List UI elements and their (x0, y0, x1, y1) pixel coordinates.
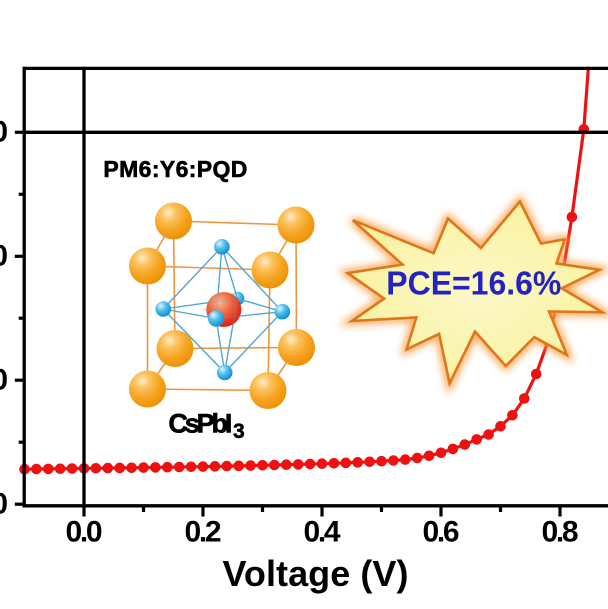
svg-text:Voltage (V): Voltage (V) (223, 553, 409, 594)
svg-text:CsPbI: CsPbI (168, 409, 232, 439)
svg-text:0.6: 0.6 (423, 516, 460, 549)
svg-text:0: 0 (0, 240, 8, 273)
svg-text:PM6:Y6:PQD: PM6:Y6:PQD (103, 156, 247, 182)
svg-text:0.2: 0.2 (185, 516, 222, 549)
svg-text:0: 0 (0, 364, 8, 397)
svg-text:PCE=16.6%: PCE=16.6% (386, 266, 561, 303)
svg-text:0.8: 0.8 (542, 516, 579, 549)
svg-text:0: 0 (0, 488, 8, 521)
svg-text:0.4: 0.4 (304, 516, 341, 549)
svg-text:3: 3 (233, 420, 245, 443)
svg-text:0: 0 (0, 116, 8, 149)
svg-text:0.0: 0.0 (66, 516, 103, 549)
